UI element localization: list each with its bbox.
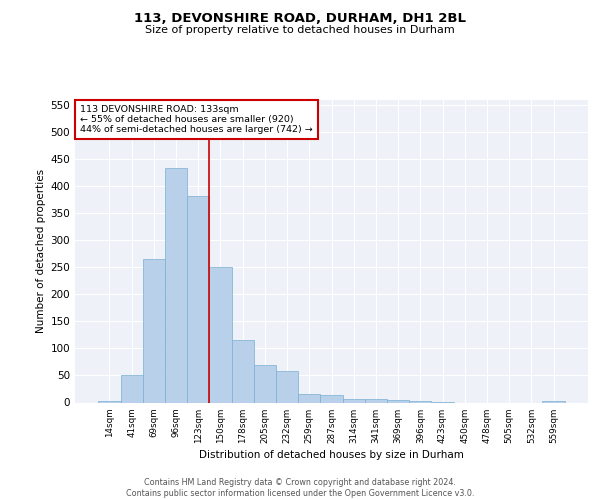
Text: Size of property relative to detached houses in Durham: Size of property relative to detached ho… xyxy=(145,25,455,35)
Bar xyxy=(121,375,143,402)
Bar xyxy=(365,400,387,402)
Bar xyxy=(409,401,431,402)
Bar xyxy=(542,401,565,402)
Y-axis label: Number of detached properties: Number of detached properties xyxy=(36,169,46,334)
Bar xyxy=(343,400,365,402)
Bar xyxy=(209,268,232,402)
Bar xyxy=(298,394,320,402)
X-axis label: Distribution of detached houses by size in Durham: Distribution of detached houses by size … xyxy=(199,450,464,460)
Text: Contains HM Land Registry data © Crown copyright and database right 2024.
Contai: Contains HM Land Registry data © Crown c… xyxy=(126,478,474,498)
Bar xyxy=(165,168,187,402)
Text: 113 DEVONSHIRE ROAD: 133sqm
← 55% of detached houses are smaller (920)
44% of se: 113 DEVONSHIRE ROAD: 133sqm ← 55% of det… xyxy=(80,104,313,134)
Bar xyxy=(320,395,343,402)
Bar xyxy=(387,400,409,402)
Bar xyxy=(187,196,209,402)
Text: 113, DEVONSHIRE ROAD, DURHAM, DH1 2BL: 113, DEVONSHIRE ROAD, DURHAM, DH1 2BL xyxy=(134,12,466,26)
Bar xyxy=(232,340,254,402)
Bar xyxy=(143,260,165,402)
Bar xyxy=(276,371,298,402)
Bar xyxy=(254,364,276,403)
Bar xyxy=(98,401,121,402)
